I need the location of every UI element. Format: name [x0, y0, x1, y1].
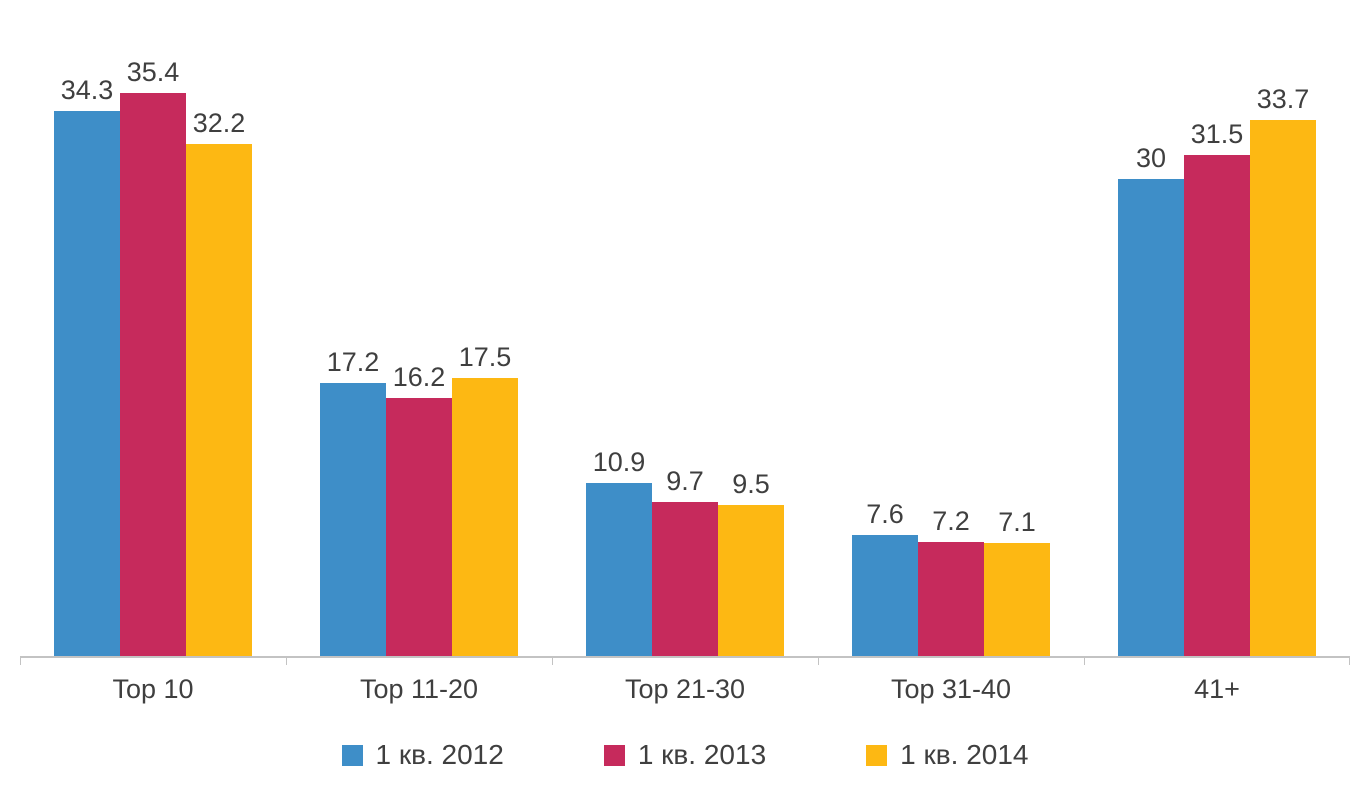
- legend-label: 1 кв. 2012: [375, 739, 504, 770]
- bar-value-label: 35.4: [126, 57, 180, 88]
- bar-with-label: 17.5: [452, 342, 518, 656]
- legend-item: 1 кв. 2012: [341, 739, 504, 771]
- bar-series-3-category-3: [718, 504, 784, 656]
- x-axis-category-label: Top 10: [112, 674, 194, 704]
- bar-series-3-category-2: [452, 377, 518, 656]
- bar-value-label: 7.1: [998, 507, 1036, 538]
- legend-item: 1 кв. 2014: [866, 739, 1028, 771]
- bar-with-label: 31.5: [1184, 119, 1250, 656]
- bar-group: 17.2 16.2 17.5: [320, 342, 518, 656]
- bar-series-2-category-2: [386, 398, 452, 656]
- legend-label: 1 кв. 2014: [900, 739, 1029, 770]
- bar-with-label: 7.6: [852, 499, 918, 656]
- axis-tick: [1084, 656, 1085, 665]
- bar-with-label: 33.7: [1250, 84, 1316, 656]
- bar-series-2-category-3: [652, 501, 718, 656]
- bar-series-3-category-4: [984, 543, 1050, 656]
- bar-series-1-category-3: [586, 482, 652, 656]
- axis-tick: [818, 656, 819, 665]
- category-slot: 30 31.5 33.7: [1084, 58, 1350, 656]
- legend-item: 1 кв. 2013: [603, 739, 767, 771]
- legend-swatch-icon: [866, 744, 888, 766]
- bar-value-label: 31.5: [1190, 119, 1244, 150]
- x-axis-category-label: Top 21-30: [624, 674, 746, 704]
- bar-group: 10.9 9.7 9.5: [586, 447, 784, 656]
- bar-series-2-category-5: [1184, 155, 1250, 656]
- bar-with-label: 7.1: [984, 507, 1050, 656]
- bar-with-label: 35.4: [120, 57, 186, 656]
- x-axis-category-label: Top 31-40: [890, 674, 1012, 704]
- axis-tick: [552, 656, 553, 665]
- plot-area: 34.3 35.4 32.2 17.2 16.2 17.5 10.9 9.7 9.5 7.6 7.2…: [20, 57, 1350, 665]
- bar-value-label: 9.7: [666, 465, 704, 496]
- bar-series-1-category-5: [1118, 179, 1184, 656]
- bar-series-3-category-1: [186, 144, 252, 656]
- bar-value-label: 10.9: [592, 446, 646, 477]
- bar-with-label: 30: [1118, 143, 1184, 656]
- bar-group: 34.3 35.4 32.2: [54, 57, 252, 656]
- bar-with-label: 9.5: [718, 469, 784, 656]
- bar-value-label: 17.2: [326, 346, 380, 377]
- bar-group: 7.6 7.2 7.1: [852, 499, 1050, 656]
- x-axis-labels: Top 10 Top 11-20 Top 21-30 Top 31-40 41+: [20, 658, 1350, 705]
- bar-with-label: 17.2: [320, 347, 386, 656]
- bar-value-label: 33.7: [1256, 84, 1310, 115]
- bar-series-2-category-4: [918, 541, 984, 656]
- bar-value-label: 34.3: [60, 74, 114, 105]
- legend-swatch-icon: [603, 744, 625, 766]
- bar-with-label: 16.2: [386, 362, 452, 656]
- axis-tick: [1349, 656, 1350, 665]
- bar-value-label: 30: [1135, 143, 1167, 173]
- category-slot: 7.6 7.2 7.1: [818, 58, 1084, 656]
- category-slot: 17.2 16.2 17.5: [286, 58, 552, 656]
- bar-series-2-category-1: [120, 93, 186, 656]
- bar-value-label: 32.2: [192, 108, 246, 139]
- bar-value-label: 7.6: [866, 499, 904, 530]
- legend-label: 1 кв. 2013: [637, 739, 767, 770]
- bar-with-label: 10.9: [586, 447, 652, 656]
- x-axis-category-label: Top 11-20: [359, 674, 479, 704]
- bar-series-3-category-5: [1250, 120, 1316, 656]
- bar-with-label: 9.7: [652, 466, 718, 656]
- x-axis-category-label: 41+: [1194, 674, 1240, 704]
- bar-with-label: 34.3: [54, 75, 120, 656]
- bar-series-1-category-4: [852, 535, 918, 656]
- category-slot: 10.9 9.7 9.5: [552, 58, 818, 656]
- legend: 1 кв. 2012 1 кв. 2013 1 кв. 2014: [20, 739, 1350, 771]
- legend-swatch-icon: [341, 744, 363, 766]
- bar-series-1-category-1: [54, 110, 120, 656]
- axis-tick: [286, 656, 287, 665]
- bar-value-label: 16.2: [392, 362, 446, 393]
- bar-value-label: 9.5: [732, 468, 770, 499]
- axis-tick: [20, 656, 21, 665]
- bar-with-label: 32.2: [186, 108, 252, 656]
- bar-series-1-category-2: [320, 382, 386, 656]
- category-slot: 34.3 35.4 32.2: [20, 57, 286, 656]
- bar-value-label: 17.5: [458, 341, 512, 372]
- bar-with-label: 7.2: [918, 506, 984, 656]
- bar-value-label: 7.2: [932, 505, 970, 536]
- bar-group: 30 31.5 33.7: [1118, 84, 1316, 656]
